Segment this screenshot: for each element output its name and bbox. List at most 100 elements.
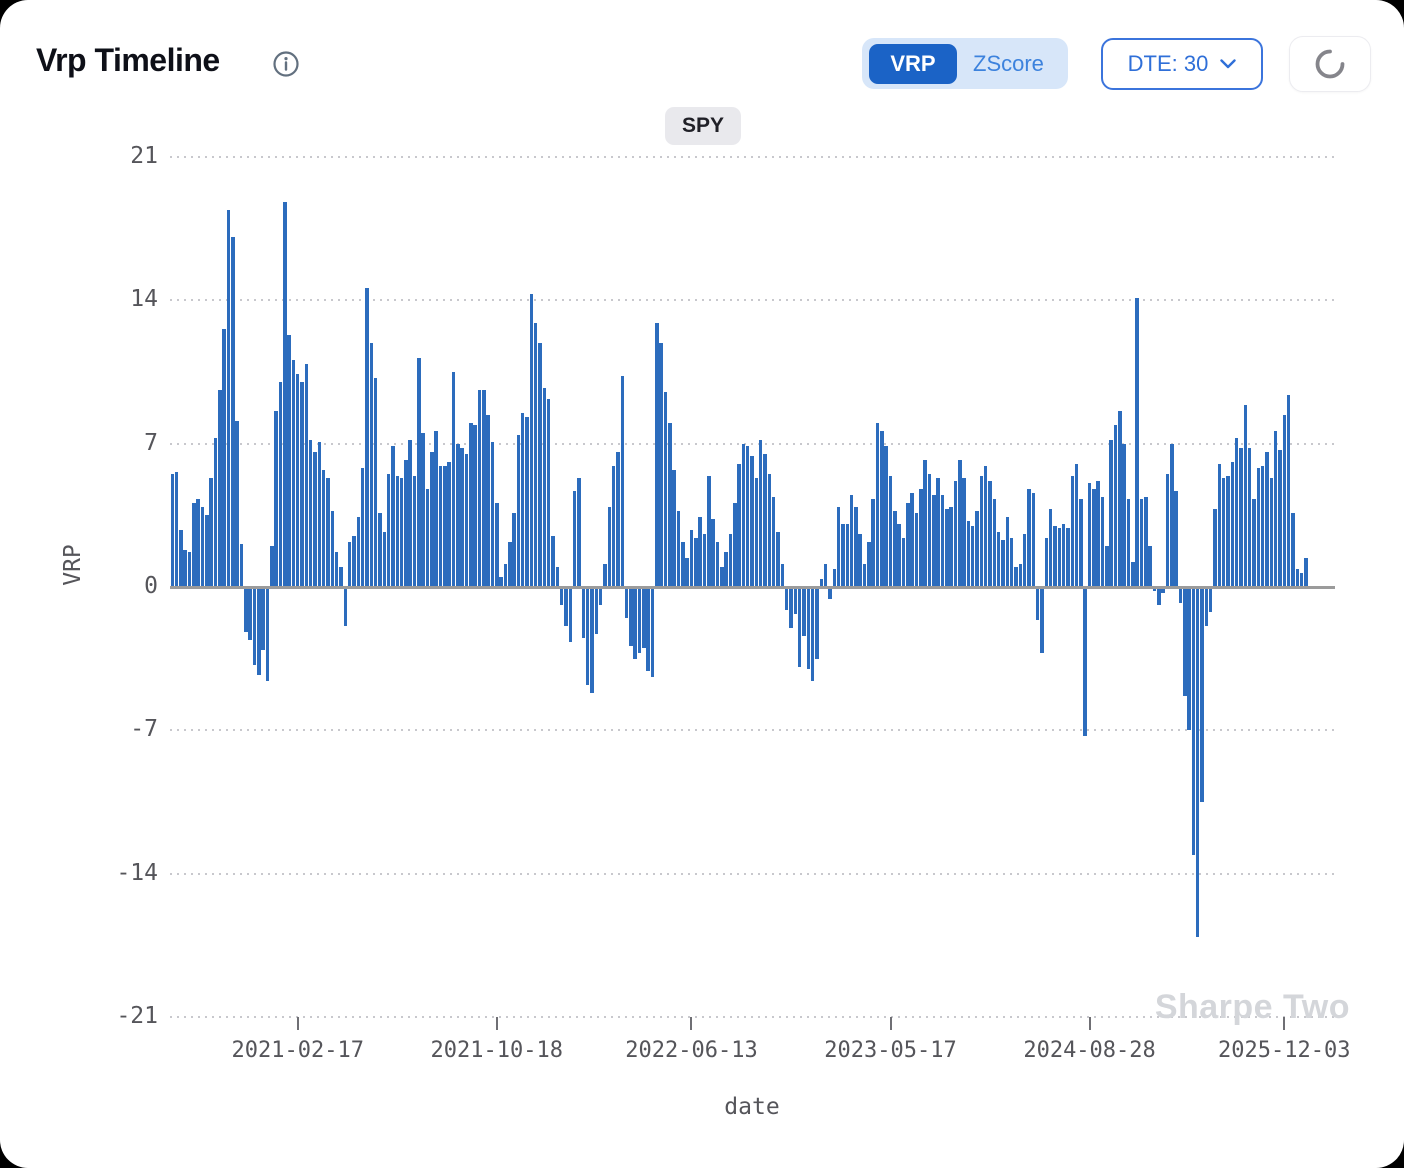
bar: [408, 439, 412, 587]
bar: [1304, 558, 1308, 587]
bar: [179, 529, 183, 587]
bar: [239, 544, 244, 587]
bar: [940, 494, 945, 587]
watermark: Sharpe Two: [1154, 988, 1350, 1026]
info-icon[interactable]: [272, 50, 300, 78]
bar: [525, 417, 529, 587]
bar: [897, 523, 901, 587]
bar: [810, 587, 815, 682]
bar: [447, 462, 451, 587]
bar: [360, 468, 365, 587]
bar: [326, 478, 330, 587]
bar: [533, 322, 538, 587]
bar: [624, 587, 629, 618]
bar: [1299, 572, 1304, 587]
bar: [953, 480, 958, 587]
bar: [270, 546, 274, 587]
bar: [1087, 482, 1092, 587]
bar: [832, 568, 837, 587]
bar: [469, 423, 473, 587]
bar: [676, 511, 681, 587]
bar: [945, 509, 949, 587]
bar: [244, 587, 248, 633]
bar: [1005, 517, 1010, 587]
bar: [347, 541, 352, 587]
bar: [512, 513, 516, 587]
bar: [1234, 437, 1239, 587]
gridline-y--14: [170, 872, 1335, 875]
toggle-zscore-button[interactable]: ZScore: [957, 44, 1060, 84]
bar: [979, 476, 984, 587]
bar: [183, 550, 187, 587]
dte-dropdown[interactable]: DTE: 30: [1101, 38, 1263, 90]
zero-line: [170, 585, 1335, 589]
bar: [849, 494, 854, 587]
bar: [187, 552, 192, 587]
bar: [1109, 439, 1113, 587]
y-tick-label: 7: [144, 429, 158, 456]
bar: [629, 587, 633, 647]
bar: [888, 476, 893, 587]
bar: [1044, 537, 1049, 587]
bar: [1135, 298, 1139, 587]
bar: [1122, 443, 1126, 587]
refresh-spinner-icon: [1313, 47, 1347, 81]
bar: [720, 566, 724, 587]
bar: [1066, 527, 1070, 587]
bar: [200, 507, 205, 587]
bar: [854, 507, 858, 587]
bar: [417, 357, 421, 587]
bar: [1170, 443, 1174, 587]
bar: [668, 423, 672, 587]
bar: [637, 587, 642, 653]
x-tick: [1283, 1017, 1286, 1030]
bar: [564, 587, 568, 626]
bar: [438, 466, 443, 587]
bar: [356, 517, 361, 587]
bar: [1126, 498, 1131, 587]
bar: [871, 498, 875, 587]
bar: [932, 494, 936, 587]
bar: [733, 503, 737, 587]
chevron-down-icon: [1220, 59, 1237, 69]
bar: [598, 587, 603, 606]
bar: [858, 533, 862, 587]
bar: [421, 433, 425, 587]
bar: [1195, 587, 1200, 938]
gridline-y--7: [170, 729, 1335, 732]
x-tick-label: 2022-06-13: [625, 1038, 758, 1063]
bar: [1187, 587, 1191, 731]
bar: [559, 587, 564, 606]
bar: [642, 587, 646, 649]
bar: [1061, 523, 1066, 587]
bar: [581, 587, 586, 639]
page-title: Vrp Timeline: [36, 42, 220, 78]
bar: [278, 382, 283, 587]
y-tick-label: 0: [144, 573, 158, 599]
gridline-y-14: [170, 299, 1335, 302]
refresh-button[interactable]: [1289, 36, 1371, 92]
bar: [962, 478, 966, 587]
bar: [996, 531, 1001, 587]
bar: [620, 376, 624, 587]
bar: [1083, 587, 1087, 737]
bar: [1113, 425, 1118, 587]
bar: [460, 447, 464, 587]
toggle-vrp-button[interactable]: VRP: [869, 43, 957, 84]
bar: [745, 445, 750, 587]
bar: [1035, 587, 1040, 620]
bar: [992, 498, 997, 587]
bar: [1252, 498, 1256, 587]
x-tick-label: 2024-08-28: [1023, 1038, 1156, 1063]
bar: [231, 236, 235, 587]
bar: [633, 587, 637, 659]
bar: [789, 587, 793, 628]
metric-toggle-group: VRP ZScore: [862, 38, 1068, 89]
bar: [386, 474, 391, 587]
x-tick-label: 2023-05-17: [824, 1038, 957, 1063]
bar: [966, 521, 971, 587]
bar: [482, 390, 486, 587]
bar: [404, 460, 408, 587]
bar: [391, 445, 395, 587]
